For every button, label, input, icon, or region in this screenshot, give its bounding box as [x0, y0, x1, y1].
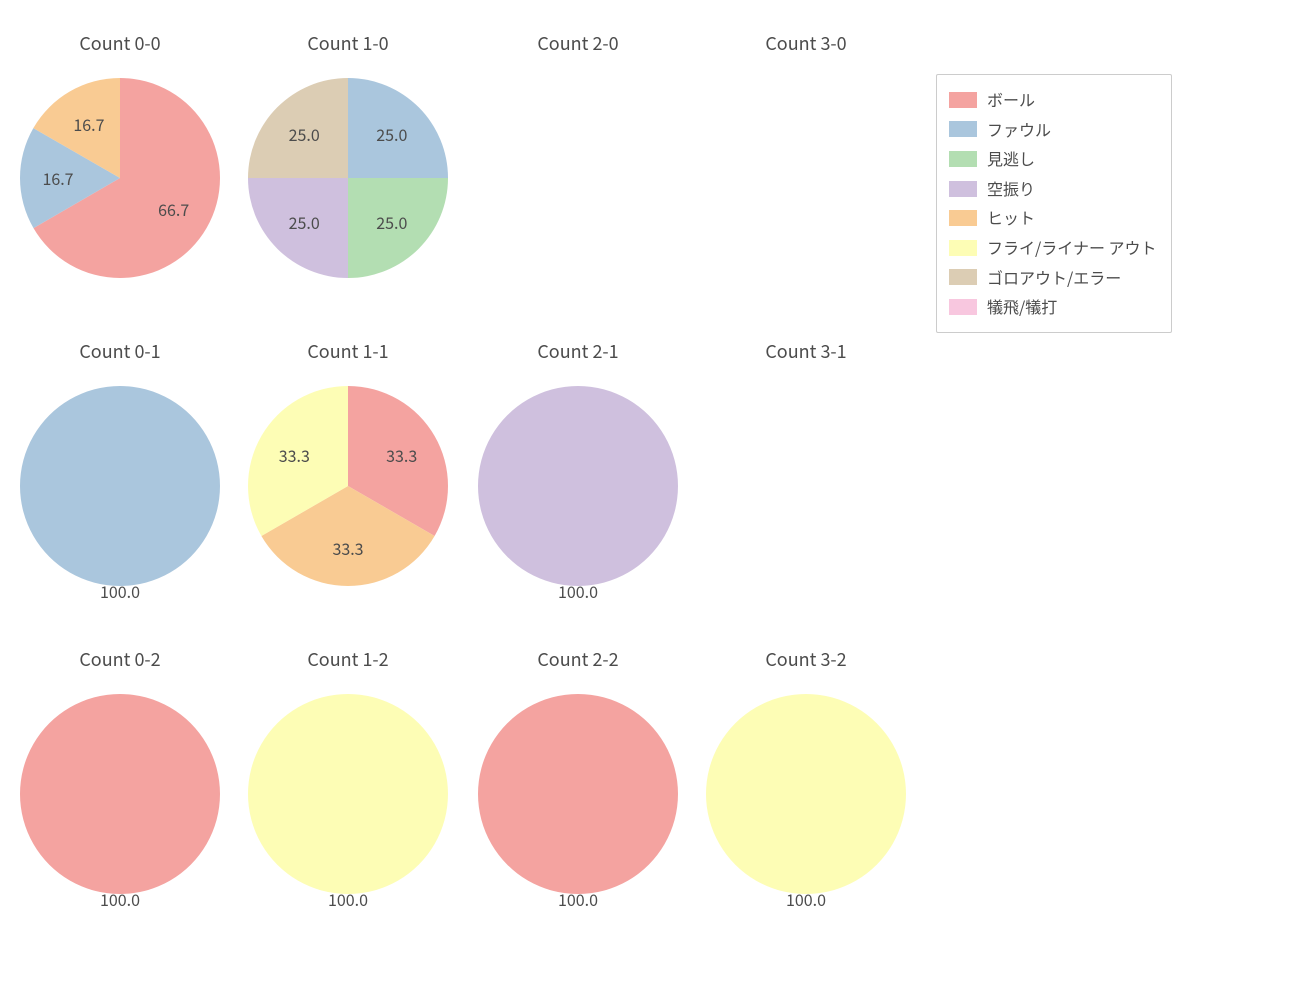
legend-swatch — [949, 181, 977, 197]
legend-label: ゴロアウト/エラー — [987, 263, 1121, 293]
legend-item-foul: ファウル — [949, 115, 1157, 145]
pie-chart — [18, 384, 222, 588]
panel-title: Count 2-0 — [537, 30, 618, 56]
legend-label: ヒット — [987, 203, 1035, 233]
panel-title: Count 0-1 — [79, 338, 160, 364]
legend: ボールファウル見逃し空振りヒットフライ/ライナー アウトゴロアウト/エラー犠飛/… — [936, 74, 1172, 333]
pie-slice-flyout — [706, 694, 906, 894]
pie-chart — [246, 384, 450, 588]
pie-chart — [476, 692, 680, 896]
pie-slice-groundout — [248, 78, 348, 178]
legend-label: ボール — [987, 85, 1035, 115]
pie-chart — [246, 692, 450, 896]
legend-item-groundout: ゴロアウト/エラー — [949, 263, 1157, 293]
panel-title: Count 1-1 — [307, 338, 388, 364]
legend-item-called: 見逃し — [949, 144, 1157, 174]
panel-title: Count 0-2 — [79, 646, 160, 672]
panel-title: Count 1-2 — [307, 646, 388, 672]
chart-grid: Count 0-066.716.716.7Count 1-025.025.025… — [0, 0, 1300, 1000]
legend-swatch — [949, 210, 977, 226]
pie-chart — [246, 76, 450, 280]
panel-title: Count 2-2 — [537, 646, 618, 672]
pie-slice-swing — [248, 178, 348, 278]
panel-title: Count 0-0 — [79, 30, 160, 56]
legend-item-flyout: フライ/ライナー アウト — [949, 233, 1157, 263]
pie-chart — [704, 692, 908, 896]
legend-swatch — [949, 299, 977, 315]
panel-title: Count 3-1 — [765, 338, 846, 364]
legend-item-ball: ボール — [949, 85, 1157, 115]
pie-slice-ball — [478, 694, 678, 894]
panel-title: Count 3-2 — [765, 646, 846, 672]
legend-swatch — [949, 92, 977, 108]
pie-slice-foul — [348, 78, 448, 178]
pie-slice-flyout — [248, 694, 448, 894]
pie-chart — [18, 692, 222, 896]
pie-slice-foul — [20, 386, 220, 586]
legend-item-sac: 犠飛/犠打 — [949, 292, 1157, 322]
pie-chart — [476, 384, 680, 588]
legend-item-hit: ヒット — [949, 203, 1157, 233]
panel-title: Count 1-0 — [307, 30, 388, 56]
pie-slice-ball — [20, 694, 220, 894]
legend-swatch — [949, 121, 977, 137]
legend-item-swing: 空振り — [949, 174, 1157, 204]
pie-slice-swing — [478, 386, 678, 586]
panel-title: Count 2-1 — [537, 338, 618, 364]
legend-swatch — [949, 240, 977, 256]
pie-slice-called — [348, 178, 448, 278]
legend-label: ファウル — [987, 115, 1051, 145]
legend-label: フライ/ライナー アウト — [987, 233, 1157, 263]
legend-label: 空振り — [987, 174, 1035, 204]
panel-title: Count 3-0 — [765, 30, 846, 56]
legend-swatch — [949, 151, 977, 167]
legend-label: 見逃し — [987, 144, 1035, 174]
legend-swatch — [949, 269, 977, 285]
legend-label: 犠飛/犠打 — [987, 292, 1057, 322]
pie-chart — [18, 76, 222, 280]
